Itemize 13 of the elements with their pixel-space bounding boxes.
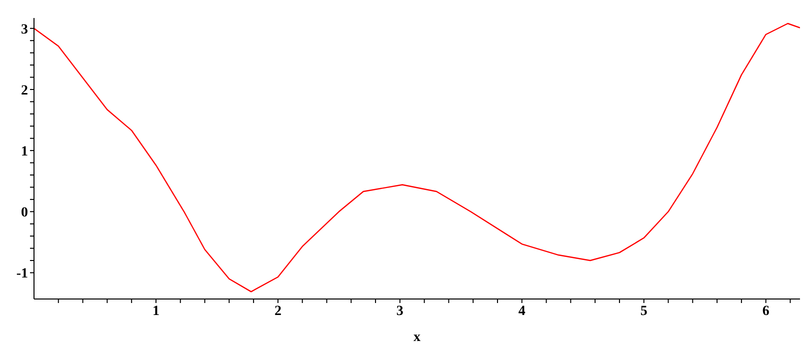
x-tick-label: 2	[274, 304, 282, 319]
y-tick-label: 2	[21, 83, 28, 98]
y-tick-label: -1	[16, 266, 28, 282]
x-tick-label: 6	[762, 304, 770, 319]
x-tick-label: 4	[518, 304, 526, 319]
x-tick-label: 5	[640, 304, 648, 319]
x-axis-title: x	[414, 330, 420, 345]
y-tick-label: 3	[21, 22, 28, 38]
y-tick-label: 1	[21, 144, 28, 160]
x-tick-label: 1	[152, 304, 160, 319]
line-series	[34, 22, 800, 292]
x-tick-label: 3	[396, 304, 404, 319]
y-tick-label: 0	[21, 206, 28, 221]
